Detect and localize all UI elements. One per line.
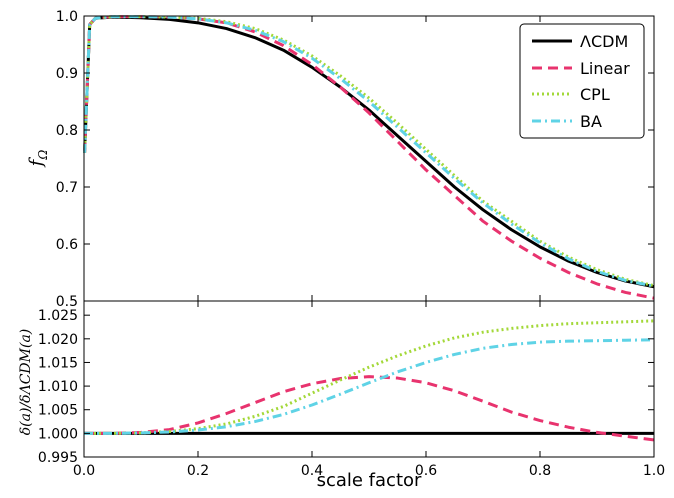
top-series-linear <box>83 15 655 300</box>
bottom-y-ticks: 0.995 1.000 1.005 1.010 1.015 1.020 1.025 <box>38 308 654 466</box>
bottom-y-tick-label: 1.000 <box>38 426 78 442</box>
bottom-y-tick-label: 1.005 <box>38 403 78 419</box>
top-x-ticks <box>83 16 655 301</box>
bottom-plot-frame <box>83 300 655 458</box>
legend-label-cpl: CPL <box>580 85 610 104</box>
top-y-tick-label: 0.9 <box>56 66 78 82</box>
x-tick-label: 1.0 <box>643 463 665 479</box>
bottom-series-ba <box>84 338 655 435</box>
legend-label-lcdm: ΛCDM <box>580 32 628 51</box>
x-axis-label: scale factor <box>317 470 422 491</box>
top-series-ba <box>83 15 655 288</box>
bottom-y-tick-label: 1.020 <box>38 332 78 348</box>
x-tick-label: 0.6 <box>415 463 437 479</box>
bottom-x-ticks: 0.0 0.2 0.4 0.6 0.8 1.0 <box>73 301 665 479</box>
top-y-tick-label: 0.8 <box>56 123 78 139</box>
bottom-y-axis-label: δ(a)/δΛCDM(a) <box>18 329 34 436</box>
bottom-y-tick-label: 1.025 <box>38 308 78 324</box>
legend: ΛCDM Linear CPL BA <box>519 23 645 139</box>
bottom-y-tick-label: 1.010 <box>38 379 78 395</box>
top-y-tick-label: 1.0 <box>56 9 78 25</box>
legend-box <box>519 23 645 139</box>
bottom-y-tick-label: 0.995 <box>38 450 78 466</box>
top-y-ticks: 0.5 0.6 0.7 0.8 0.9 1.0 <box>56 9 654 310</box>
legend-label-ba: BA <box>580 112 602 131</box>
bottom-series-linear <box>84 375 655 442</box>
bottom-y-tick-label: 1.015 <box>38 355 78 371</box>
x-tick-label: 0.2 <box>187 463 209 479</box>
top-y-label-subscript: Ω <box>36 150 50 161</box>
top-y-tick-label: 0.7 <box>56 180 78 196</box>
bottom-series-lines <box>84 319 655 442</box>
top-y-tick-label: 0.6 <box>56 237 78 253</box>
x-tick-label: 0.0 <box>73 463 95 479</box>
top-panel: 0.5 0.6 0.7 0.8 0.9 1.0 fΩ ΛCDM Linear CPL BA <box>26 9 655 310</box>
x-tick-label: 0.8 <box>529 463 551 479</box>
legend-label-linear: Linear <box>580 59 630 78</box>
top-y-tick-label: 0.5 <box>56 294 78 310</box>
top-series-lines <box>83 15 655 300</box>
x-tick-label: 0.4 <box>301 463 323 479</box>
top-y-axis-label: fΩ <box>26 150 50 169</box>
